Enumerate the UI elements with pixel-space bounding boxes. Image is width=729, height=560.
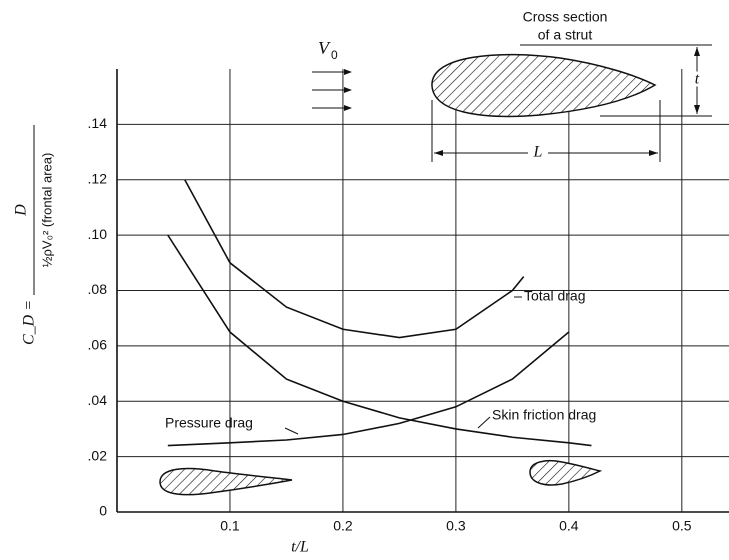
thickness-label: t: [695, 71, 700, 88]
y-tick-label: .08: [88, 281, 108, 297]
y-label-denominator: ½ρV₀² (frontal area): [39, 153, 54, 268]
velocity-subscript: 0: [331, 48, 338, 62]
x-tick-label: 0.3: [446, 518, 466, 534]
x-tick-label: 0.5: [672, 518, 692, 534]
x-axis-label: t/L: [291, 539, 309, 556]
y-tick-label: 0: [99, 503, 107, 519]
series-label: Skin friction drag: [492, 407, 596, 423]
drag-curve: [184, 179, 525, 339]
y-tick-label: .04: [88, 392, 108, 408]
series-label: Pressure drag: [165, 415, 253, 431]
arrow-head: [694, 47, 700, 56]
drag-curve: [167, 331, 570, 447]
arrow-head: [694, 105, 700, 114]
flow-arrows: [312, 69, 352, 111]
length-label: L: [533, 144, 543, 161]
y-tick-label: .02: [88, 447, 108, 463]
strut-title: of a strut: [538, 27, 593, 43]
leader: [477, 416, 491, 429]
y-tick-label: .12: [88, 170, 108, 186]
x-tick-label: 0.4: [559, 518, 579, 534]
arrow-head: [649, 150, 658, 156]
velocity-label: V: [318, 38, 331, 58]
y-axis-label: C_D = D ½ρV₀² (frontal area): [13, 125, 54, 345]
leader: [284, 427, 299, 435]
thin-section: [159, 467, 293, 496]
arrow-head: [434, 150, 443, 156]
strut-section: [431, 53, 657, 118]
y-tick-label: .10: [88, 226, 108, 242]
drag-curve: [167, 234, 592, 447]
y-tick-label: .14: [88, 115, 108, 131]
y-label-lhs: C_D =: [21, 300, 38, 345]
thick-section: [529, 460, 603, 486]
strut-title: Cross section: [523, 9, 608, 25]
y-tick-label: .06: [88, 337, 108, 353]
y-label-numerator: D: [13, 204, 30, 217]
x-tick-label: 0.1: [220, 518, 240, 534]
series-label: Total drag: [524, 288, 585, 304]
x-tick-label: 0.2: [333, 518, 353, 534]
